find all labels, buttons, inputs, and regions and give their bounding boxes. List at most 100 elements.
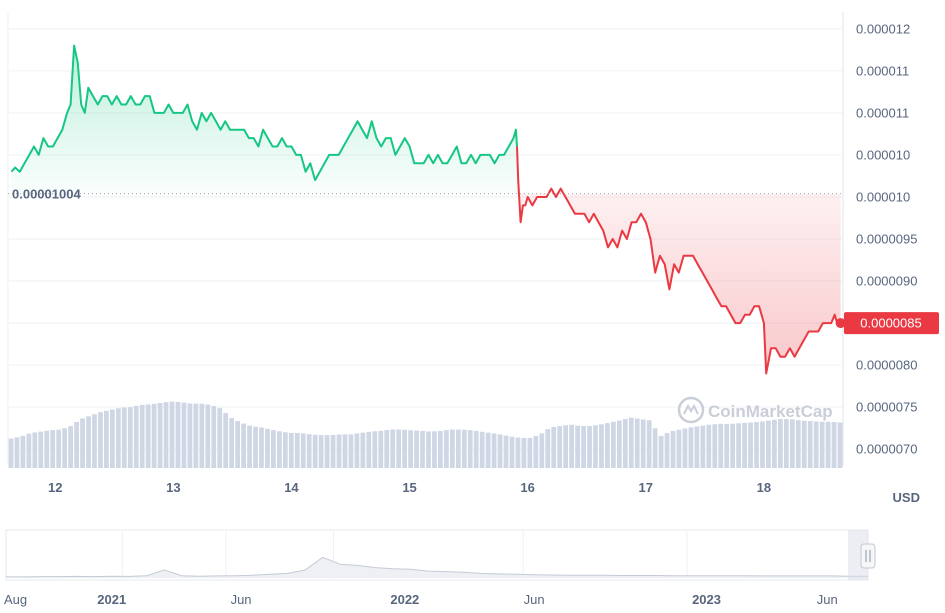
- navigator-label: Jun: [524, 592, 545, 607]
- currency-label: USD: [893, 490, 920, 505]
- volume-bar: [133, 405, 139, 468]
- volume-bar: [837, 422, 843, 468]
- volume-bar: [229, 418, 235, 468]
- volume-bar: [563, 425, 569, 468]
- volume-bar: [461, 429, 467, 468]
- volume-bar: [259, 427, 264, 468]
- volume-bar: [485, 432, 491, 468]
- volume-bar: [139, 404, 145, 468]
- volume-bar: [181, 402, 187, 468]
- volume-bar: [193, 403, 199, 468]
- x-tick-label: 13: [166, 480, 180, 495]
- volume-bar: [438, 430, 443, 468]
- coinmarketcap-logo-icon: [677, 396, 705, 424]
- volume-bar: [599, 424, 604, 468]
- y-tick-label: 0.0000070: [856, 442, 917, 457]
- volume-bar: [748, 422, 753, 468]
- volume-bar: [664, 433, 670, 468]
- navigator-handle[interactable]: [860, 543, 876, 569]
- volume-bar: [503, 435, 509, 468]
- volume-bar: [622, 418, 628, 468]
- volume-bar: [294, 433, 300, 468]
- volume-bar: [515, 437, 521, 468]
- volume-bar: [390, 429, 396, 468]
- volume-bar: [235, 420, 241, 468]
- volume-bar: [730, 423, 736, 468]
- volume-bar: [8, 438, 14, 468]
- watermark: CoinMarketCap: [677, 396, 833, 424]
- volume-bar: [38, 431, 44, 468]
- volume-bar: [74, 422, 79, 468]
- volume-bar: [217, 408, 223, 468]
- y-tick-label: 0.000012: [856, 21, 910, 36]
- volume-bar: [115, 408, 121, 468]
- volume-bar: [330, 434, 336, 468]
- volume-bar: [610, 421, 616, 468]
- y-tick-label: 0.000011: [856, 63, 909, 78]
- volume-bar: [50, 430, 56, 468]
- volume-bar: [640, 419, 646, 468]
- navigator-label: Jun: [817, 592, 838, 607]
- volume-bar: [527, 437, 533, 468]
- volume-bar: [766, 420, 771, 468]
- volume-bar: [247, 425, 252, 468]
- volume-bar: [449, 429, 455, 468]
- volume-bar: [831, 422, 837, 468]
- volume-bar: [187, 403, 193, 468]
- volume-bar: [104, 410, 109, 468]
- volume-bar: [777, 419, 783, 468]
- volume-bar: [163, 402, 169, 468]
- volume-bar: [688, 427, 694, 468]
- volume-bar: [312, 434, 318, 468]
- volume-bar: [276, 431, 282, 468]
- volume-bar: [306, 434, 312, 468]
- volume-bar: [551, 426, 557, 468]
- volume-bar: [372, 431, 378, 468]
- volume-bar: [509, 436, 515, 468]
- volume-bar: [109, 409, 115, 468]
- volume-bar: [223, 413, 229, 468]
- volume-bar: [378, 430, 384, 468]
- volume-bar: [646, 420, 652, 468]
- volume-bar: [265, 428, 270, 468]
- volume-bar: [151, 403, 157, 468]
- y-tick-label: 0.0000080: [856, 358, 917, 373]
- volume-bar: [575, 425, 580, 468]
- volume-bar: [157, 403, 163, 468]
- navigator-label: Aug: [4, 592, 27, 607]
- y-tick-label: 0.000010: [856, 147, 910, 162]
- volume-bar: [318, 435, 324, 468]
- navigator-time-labels: Aug 2021 Jun 2022 Jun 2023 Jun: [4, 592, 838, 607]
- y-tick-label: 0.000011: [856, 105, 909, 120]
- volume-bar: [241, 423, 246, 468]
- volume-bar: [443, 430, 449, 468]
- volume-bar: [408, 430, 413, 468]
- volume-bar: [324, 435, 330, 468]
- x-axis: 12 13 14 15 16 17 18: [48, 480, 771, 495]
- volume-bar: [783, 419, 789, 468]
- x-tick-label: 18: [757, 480, 771, 495]
- y-tick-label: 0.0000095: [856, 232, 917, 247]
- volume-bar: [98, 412, 103, 468]
- price-lines: [10, 44, 841, 375]
- volume-bar: [360, 432, 366, 468]
- volume-bar: [742, 422, 747, 468]
- volume-bar: [760, 421, 765, 468]
- volume-bar: [80, 418, 85, 468]
- volume-bar: [712, 424, 718, 468]
- volume-bar: [32, 432, 38, 468]
- current-price-marker: 0.0000085: [835, 312, 939, 335]
- x-tick-label: 16: [520, 480, 534, 495]
- volume-bar: [491, 433, 497, 468]
- volume-bar: [801, 420, 807, 468]
- volume-bar: [348, 434, 354, 468]
- x-tick-label: 15: [402, 480, 416, 495]
- baseline-value-label: 0.00001004: [12, 187, 81, 202]
- range-navigator[interactable]: Aug 2021 Jun 2022 Jun 2023 Jun: [4, 529, 876, 607]
- volume-bar: [282, 432, 288, 468]
- current-price-dot: [835, 318, 846, 329]
- volume-bar: [718, 423, 724, 468]
- volume-bar: [581, 426, 586, 468]
